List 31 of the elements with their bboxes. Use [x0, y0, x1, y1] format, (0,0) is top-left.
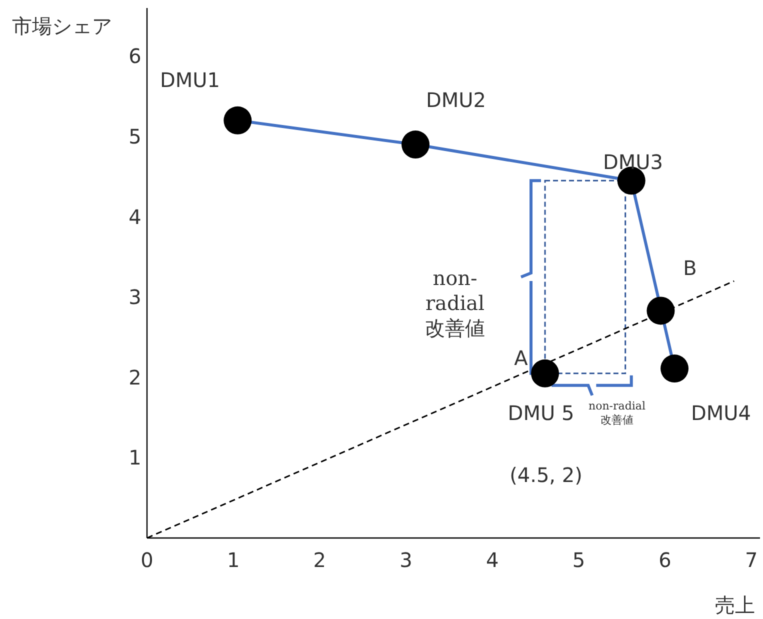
point — [531, 359, 560, 388]
x-axis-title: 売上 — [715, 593, 755, 617]
annotation: DMU4 — [690, 401, 752, 425]
y-axis-title: 市場シェア — [12, 14, 112, 38]
point — [660, 354, 689, 383]
annotation: DMU 5 — [508, 401, 574, 425]
x-tick-label: 0 — [140, 548, 154, 572]
y-tick-label: 2 — [128, 365, 142, 390]
y-tick-label: 5 — [128, 124, 142, 148]
annotation: non-radial 改善値 — [588, 400, 646, 426]
point — [224, 106, 252, 134]
x-tick-label: 1 — [226, 548, 240, 572]
point — [402, 130, 430, 159]
x-tick-label: 2 — [313, 548, 326, 572]
y-tick-label: 6 — [128, 44, 142, 68]
annotation: A — [514, 346, 528, 370]
annotation: (4.5, 2) — [510, 463, 582, 487]
annotation: B — [683, 256, 697, 280]
annotation: non- radial 改善値 — [425, 266, 485, 340]
annotation: DMU3 — [602, 150, 664, 174]
annotation: DMU1 — [160, 68, 220, 92]
y-tick-label: 1 — [128, 446, 142, 470]
y-tick-label: 4 — [128, 204, 142, 229]
x-tick-label: 5 — [572, 548, 586, 572]
point — [646, 296, 675, 325]
annotation: DMU2 — [426, 88, 486, 112]
x-tick-label: 4 — [486, 548, 499, 572]
x-tick-label: 6 — [658, 548, 672, 572]
x-tick-label: 3 — [400, 548, 412, 572]
x-tick-label: 7 — [745, 548, 758, 572]
y-tick-label: 3 — [128, 285, 142, 310]
